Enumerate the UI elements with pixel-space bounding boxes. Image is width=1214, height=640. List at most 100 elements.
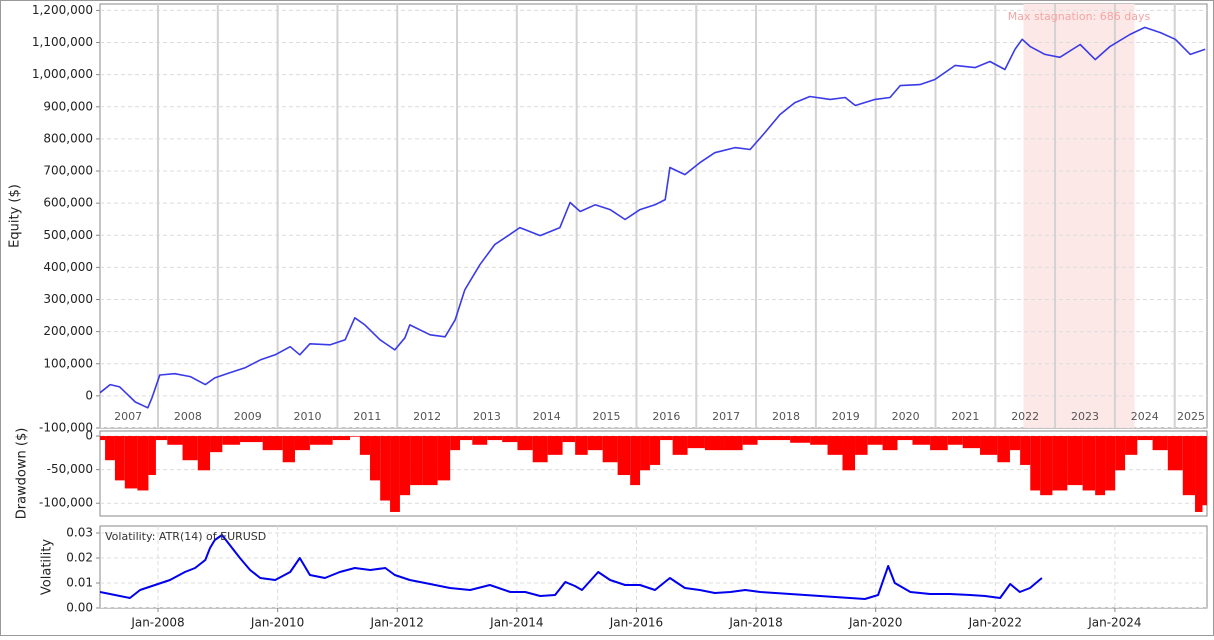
drawdown-bar [399, 436, 411, 496]
drawdown-bar [390, 436, 400, 512]
drawdown-bar [687, 436, 705, 449]
drawdown-bar [630, 436, 641, 486]
drawdown-bar [1030, 436, 1041, 491]
drawdown-bar [790, 436, 811, 443]
year-label: 2007 [114, 410, 142, 423]
drawdown-bar [349, 436, 360, 437]
drawdown-bar [842, 436, 856, 471]
drawdown-bar [962, 436, 981, 449]
drawdown-bar [422, 436, 438, 486]
y-tick-label: 0.02 [66, 551, 93, 565]
drawdown-bar [114, 436, 125, 481]
drawdown-bar [575, 436, 588, 455]
drawdown-bar [867, 436, 883, 445]
year-label: 2020 [892, 410, 920, 423]
plot-area [99, 525, 1208, 609]
year-label: 2009 [234, 410, 262, 423]
y-tick-label: 0.01 [66, 576, 93, 590]
drawdown-bar [294, 436, 310, 451]
drawdown-bar [380, 436, 391, 501]
drawdown-bar [742, 436, 758, 445]
y-tick-label: 0 [85, 388, 93, 402]
drawdown-bar [450, 436, 461, 451]
drawdown-bar [197, 436, 211, 471]
drawdown-bar [1052, 436, 1068, 491]
year-label: 2017 [712, 410, 740, 423]
drawdown-bar [1020, 436, 1031, 465]
drawdown-bar [359, 436, 371, 455]
stagnation-label: Max stagnation: 686 days [1008, 10, 1151, 23]
y-tick-label: 800,000 [43, 131, 93, 145]
y-axis-title: Drawdown ($) [15, 428, 30, 520]
year-label: 2022 [1011, 410, 1039, 423]
x-tick-label: Jan-2024 [1087, 616, 1141, 630]
drawdown-bar [1137, 436, 1153, 441]
drawdown-bar [262, 436, 283, 451]
drawdown-bar [1095, 436, 1106, 496]
y-tick-label: 400,000 [43, 260, 93, 274]
drawdown-bar [502, 436, 518, 443]
drawdown-bar [1082, 436, 1096, 491]
drawdown-bar [640, 436, 650, 471]
year-label: 2018 [772, 410, 800, 423]
x-tick-label: Jan-2008 [130, 616, 184, 630]
drawdown-bar [472, 436, 488, 445]
stagnation-band [1023, 4, 1135, 428]
y-tick-label: 0 [85, 429, 93, 443]
year-label: 2023 [1071, 410, 1099, 423]
y-tick-label: 700,000 [43, 164, 93, 178]
drawdown-bar [437, 436, 451, 481]
drawdown-bar [855, 436, 868, 455]
y-tick-label: -100,000 [39, 496, 93, 510]
plot [100, 435, 1207, 512]
plot [100, 526, 1207, 608]
plot [100, 4, 1207, 428]
year-label: 2016 [652, 410, 680, 423]
x-tick-label: Jan-2014 [489, 616, 543, 630]
drawdown-bar [724, 436, 743, 451]
year-label: 2013 [473, 410, 501, 423]
year-label: 2025 [1177, 410, 1205, 423]
drawdown-bar [137, 436, 149, 491]
x-tick-label: Jan-2016 [609, 616, 663, 630]
drawdown-bar [1167, 436, 1183, 471]
y-tick-label: 500,000 [43, 228, 93, 242]
y-tick-label: 1,000,000 [32, 67, 93, 81]
y-tick-label: 1,200,000 [32, 3, 93, 17]
y-tick-label: 1,100,000 [32, 35, 93, 49]
drawdown-bar [1182, 436, 1196, 496]
y-tick-label: 0.00 [66, 601, 93, 615]
drawdown-bar [704, 436, 725, 451]
drawdown-bar [105, 436, 115, 461]
drawdown-bar [370, 436, 381, 481]
drawdown-bar [1067, 436, 1083, 486]
drawdown-bar [547, 436, 563, 455]
drawdown-bar [532, 436, 548, 463]
drawdown-bar [222, 436, 240, 445]
drawdown-bar [997, 436, 1010, 463]
drawdown-bar [182, 436, 198, 461]
drawdown-bar [332, 436, 350, 441]
series-line [100, 26, 1206, 409]
y-tick-label: 100,000 [43, 356, 93, 370]
drawdown-bar [810, 436, 828, 445]
x-tick-label: Jan-2020 [848, 616, 902, 630]
x-tick-label: Jan-2012 [370, 616, 424, 630]
drawdown-bar [772, 436, 791, 441]
y-tick-label: -50,000 [47, 462, 93, 476]
y-tick-label: 300,000 [43, 292, 93, 306]
x-tick-label: Jan-2022 [968, 616, 1022, 630]
drawdown-bar [980, 436, 998, 455]
drawdown-bar [882, 436, 898, 451]
year-label: 2021 [951, 410, 979, 423]
drawdown-bar [155, 436, 168, 441]
drawdown-bar [930, 436, 948, 451]
year-label: 2015 [593, 410, 621, 423]
drawdown-bar [487, 436, 503, 441]
drawdown-bar [1115, 436, 1126, 471]
drawdown-bar [897, 436, 913, 441]
drawdown-bar [1105, 436, 1116, 491]
drawdown-bar [1202, 436, 1207, 506]
